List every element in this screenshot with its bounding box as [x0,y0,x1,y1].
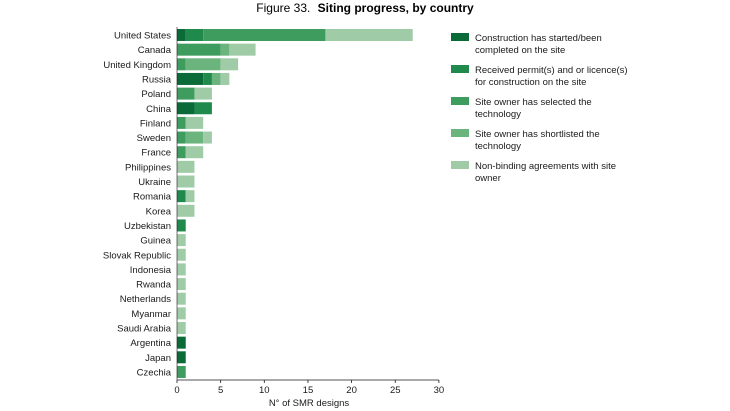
category-label-uzbekistan: Uzbekistan [124,221,171,232]
legend-swatch-2 [451,65,469,73]
legend-label-5: Non-binding agreements with site owner [475,161,616,184]
bar-philippines-series-5 [177,160,195,173]
chart-title: Figure 33. Siting progress, by country [256,1,474,15]
x-tick-label-20: 20 [346,385,357,396]
legend-swatch-4 [451,129,469,137]
chart-title-prefix: Figure 33. [256,1,310,15]
category-label-united-states: United States [114,31,171,42]
x-axis: 0 5 10 15 20 25 30 [174,27,444,396]
category-label-rwanda: Rwanda [136,280,172,291]
category-label-philippines: Philippines [125,162,171,173]
bar-united-kingdom-series-5 [220,58,239,71]
bar-finland-series-3 [177,116,186,129]
legend-swatch-1 [451,33,469,41]
bar-russia-series-5 [220,72,230,85]
bar-russia-series-2 [203,72,212,85]
bar-ukraine-series-5 [177,175,195,188]
x-tick-label-30: 30 [434,385,445,396]
category-label-myanmar: Myanmar [131,309,171,320]
category-label-poland: Poland [141,89,171,100]
category-label-united-kingdom: United Kingdom [103,60,171,71]
category-label-finland: Finland [140,118,171,129]
chart-title-main: Siting progress, by country [318,1,474,15]
bars-layer [177,29,413,378]
bar-united-kingdom-series-3 [177,58,186,71]
legend-label-4: Site owner has shortlisted the technology [475,129,600,152]
bar-sweden-series-5 [203,131,212,144]
x-tick-label-15: 15 [303,385,314,396]
category-label-china: China [146,104,172,115]
bar-united-states-series-2 [185,29,204,41]
category-label-argentina: Argentina [130,338,171,349]
x-tick-label-0: 0 [174,385,179,396]
bar-myanmar-series-5 [177,307,186,320]
bar-russia-series-4 [211,72,221,85]
category-label-romania: Romania [133,192,172,203]
legend-label-2: Received permit(s) and or licence(s) for … [475,65,628,88]
bar-rwanda-series-5 [177,278,186,291]
category-label-indonesia: Indonesia [130,265,172,276]
bar-argentina-series-1 [177,336,186,349]
bar-canada-series-5 [229,43,256,56]
x-tick-label-25: 25 [390,385,401,396]
x-axis-title: N° of SMR designs [269,398,350,409]
legend-swatch-3 [451,97,469,105]
category-label-ukraine: Ukraine [138,177,171,188]
bar-romania-series-2 [177,190,186,203]
category-label-france: France [141,148,171,159]
bar-finland-series-5 [185,116,204,129]
bar-france-series-5 [185,146,204,159]
bar-china-series-1 [177,102,195,115]
bar-japan-series-1 [177,351,186,364]
category-label-korea: Korea [146,206,172,217]
category-label-saudi-arabia: Saudi Arabia [117,324,172,335]
bar-romania-series-5 [185,190,195,203]
bar-netherlands-series-5 [177,292,186,305]
category-label-canada: Canada [138,45,172,56]
legend-swatch-5 [451,161,469,169]
bar-canada-series-4 [220,43,230,56]
bar-czechia-series-3 [177,365,186,378]
bar-china-series-2 [194,102,212,115]
category-label-czechia: Czechia [137,367,172,378]
x-tick-label-5: 5 [218,385,223,396]
bar-russia-series-1 [177,72,204,85]
bar-france-series-3 [177,146,186,159]
legend: Construction has started/been completed o… [451,33,628,184]
category-label-slovak-republic: Slovak Republic [103,250,171,261]
bar-guinea-series-5 [177,234,186,247]
bar-poland-series-5 [194,87,212,100]
bar-korea-series-5 [177,204,195,217]
category-label-japan: Japan [145,353,171,364]
bar-united-states-series-3 [203,29,326,41]
bar-sweden-series-4 [185,131,204,144]
category-labels: United States Canada United Kingdom Russia P… [103,31,172,379]
x-tick-label-10: 10 [259,385,270,396]
bar-indonesia-series-5 [177,263,186,276]
bar-saudi-arabia-series-5 [177,322,186,334]
bar-united-states-series-1 [177,29,186,41]
category-label-netherlands: Netherlands [120,294,171,305]
bar-united-states-series-5 [325,29,413,41]
category-label-sweden: Sweden [137,133,171,144]
bar-canada-series-3 [177,43,221,56]
category-label-guinea: Guinea [140,236,171,247]
bar-poland-series-3 [177,87,195,100]
bar-uzbekistan-series-2 [177,219,186,232]
bar-united-kingdom-series-4 [185,58,221,71]
category-label-russia: Russia [142,74,172,85]
bar-sweden-series-3 [177,131,186,144]
legend-label-1: Construction has started/been completed o… [475,33,602,56]
bar-slovak-republic-series-5 [177,248,186,261]
legend-label-3: Site owner has selected the technology [475,97,592,120]
